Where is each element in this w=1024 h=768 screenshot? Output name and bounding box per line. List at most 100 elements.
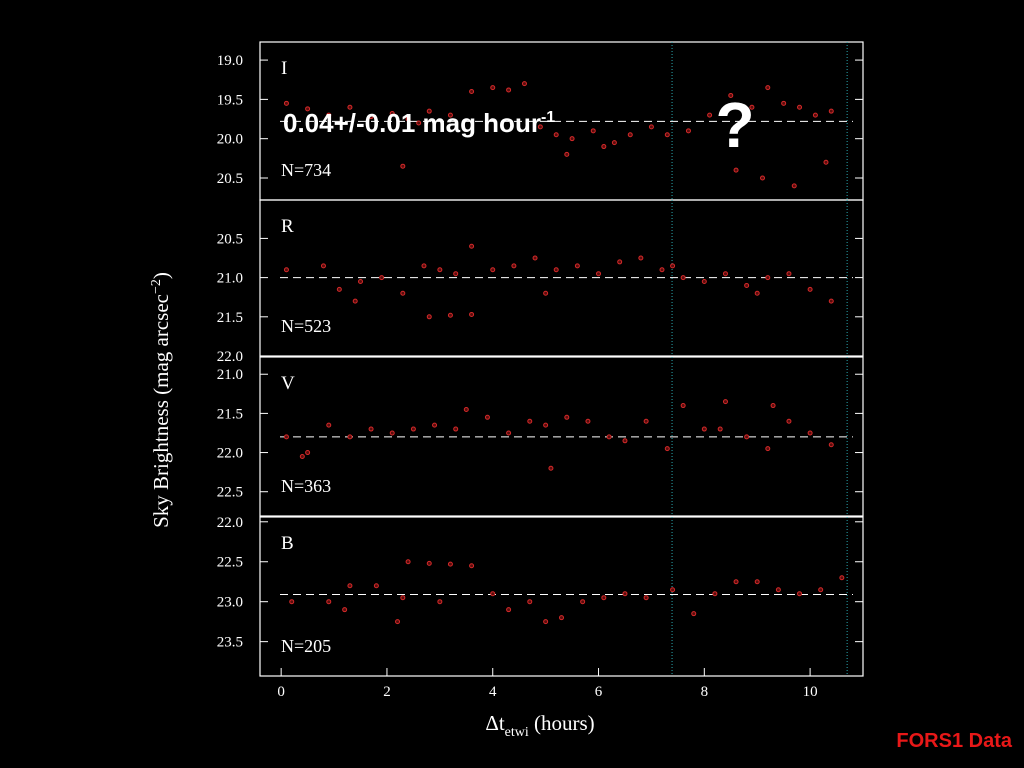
data-point xyxy=(664,132,670,138)
y-tick-label: 20.5 xyxy=(217,231,243,247)
data-point xyxy=(347,434,353,440)
y-tick-label: 23.5 xyxy=(217,635,243,651)
x-tick-label: 6 xyxy=(595,684,603,700)
data-point xyxy=(511,263,517,269)
data-point xyxy=(305,106,311,112)
data-point xyxy=(358,279,363,285)
slope-annotation: 0.04+/-0.01 mag hour-1 xyxy=(283,108,555,138)
y-tick-label: 23.0 xyxy=(217,595,243,611)
data-point xyxy=(527,418,533,424)
data-point xyxy=(347,583,353,589)
data-point xyxy=(791,183,797,189)
data-point xyxy=(717,426,723,432)
data-point xyxy=(543,619,549,625)
data-point xyxy=(744,282,750,288)
data-point xyxy=(749,104,755,110)
data-point xyxy=(701,426,707,432)
data-point xyxy=(722,399,728,405)
data-point xyxy=(490,267,496,273)
data-point xyxy=(548,465,554,471)
panel-frame xyxy=(259,356,864,517)
x-axis-label: Δtetwi (hours) xyxy=(485,711,594,740)
data-point xyxy=(400,163,406,169)
data-point xyxy=(606,434,612,440)
data-point xyxy=(765,275,771,281)
data-point xyxy=(797,104,803,110)
slope-main: 0.04+/-0.01 mag hour xyxy=(283,108,541,138)
data-point xyxy=(685,128,691,134)
data-point xyxy=(590,128,596,134)
data-point xyxy=(664,446,670,452)
y-tick-label: 20.5 xyxy=(217,171,243,187)
data-point xyxy=(453,426,459,432)
y-tick-label: 19.0 xyxy=(217,53,243,69)
data-point xyxy=(839,575,845,581)
data-point xyxy=(744,434,750,440)
data-point xyxy=(506,607,512,613)
y-tick-label: 22.5 xyxy=(217,555,243,571)
data-point xyxy=(786,418,792,424)
data-point xyxy=(447,312,453,318)
data-point xyxy=(490,85,496,91)
data-point xyxy=(760,175,765,181)
data-point xyxy=(765,85,771,91)
data-point xyxy=(463,406,469,412)
data-point xyxy=(691,611,697,617)
data-point xyxy=(670,587,676,593)
data-point xyxy=(754,290,760,296)
data-point xyxy=(828,108,834,114)
question-mark: ? xyxy=(715,89,754,161)
data-point xyxy=(770,403,776,409)
data-point xyxy=(405,116,411,122)
data-point xyxy=(601,144,607,150)
count-label: N=734 xyxy=(281,160,331,180)
data-point xyxy=(569,136,575,142)
x-label-sub: etwi xyxy=(505,725,529,740)
data-point xyxy=(373,583,379,589)
data-point xyxy=(701,279,707,285)
data-point xyxy=(601,595,607,601)
data-point xyxy=(543,422,549,428)
count-label: N=205 xyxy=(281,636,331,656)
y-tick-label: 20.0 xyxy=(217,132,243,148)
data-point xyxy=(490,591,496,597)
x-tick-label: 2 xyxy=(383,684,391,700)
data-point xyxy=(786,271,792,277)
plots: 19.0 19.5 20.0 20.5 I N=734 20.5 21.0 21.5 22.0 R N… xyxy=(217,41,864,740)
x-tick-label: 8 xyxy=(701,684,709,700)
y-tick-label: 22.5 xyxy=(217,485,243,501)
data-point xyxy=(521,81,527,87)
data-point xyxy=(754,579,760,585)
data-point xyxy=(469,563,475,569)
data-point xyxy=(559,615,564,621)
data-point xyxy=(305,450,311,456)
data-point xyxy=(728,92,734,98)
data-point xyxy=(283,434,289,440)
data-point xyxy=(447,112,453,118)
data-point xyxy=(289,599,295,605)
slope-sup: -1 xyxy=(541,109,555,126)
data-point xyxy=(828,442,834,448)
data-point xyxy=(352,298,358,304)
data-point xyxy=(680,403,686,409)
data-point xyxy=(712,591,718,597)
x-label-main: Δt xyxy=(485,711,505,735)
x-tick-label: 10 xyxy=(803,684,818,700)
data-point xyxy=(299,453,305,459)
data-point xyxy=(379,275,385,281)
panel-frame xyxy=(259,516,864,677)
data-point xyxy=(580,599,586,605)
data-point xyxy=(733,167,739,173)
panel-label: I xyxy=(281,58,287,79)
data-point xyxy=(432,422,438,428)
data-point xyxy=(797,591,803,597)
data-point xyxy=(622,591,628,597)
data-point xyxy=(564,151,570,157)
data-point xyxy=(617,259,623,265)
data-point xyxy=(807,286,813,292)
data-point xyxy=(574,263,580,269)
y-label-main: Sky Brightness (mag arcsec xyxy=(149,294,173,528)
count-label: N=523 xyxy=(281,316,331,336)
data-point xyxy=(553,267,559,273)
